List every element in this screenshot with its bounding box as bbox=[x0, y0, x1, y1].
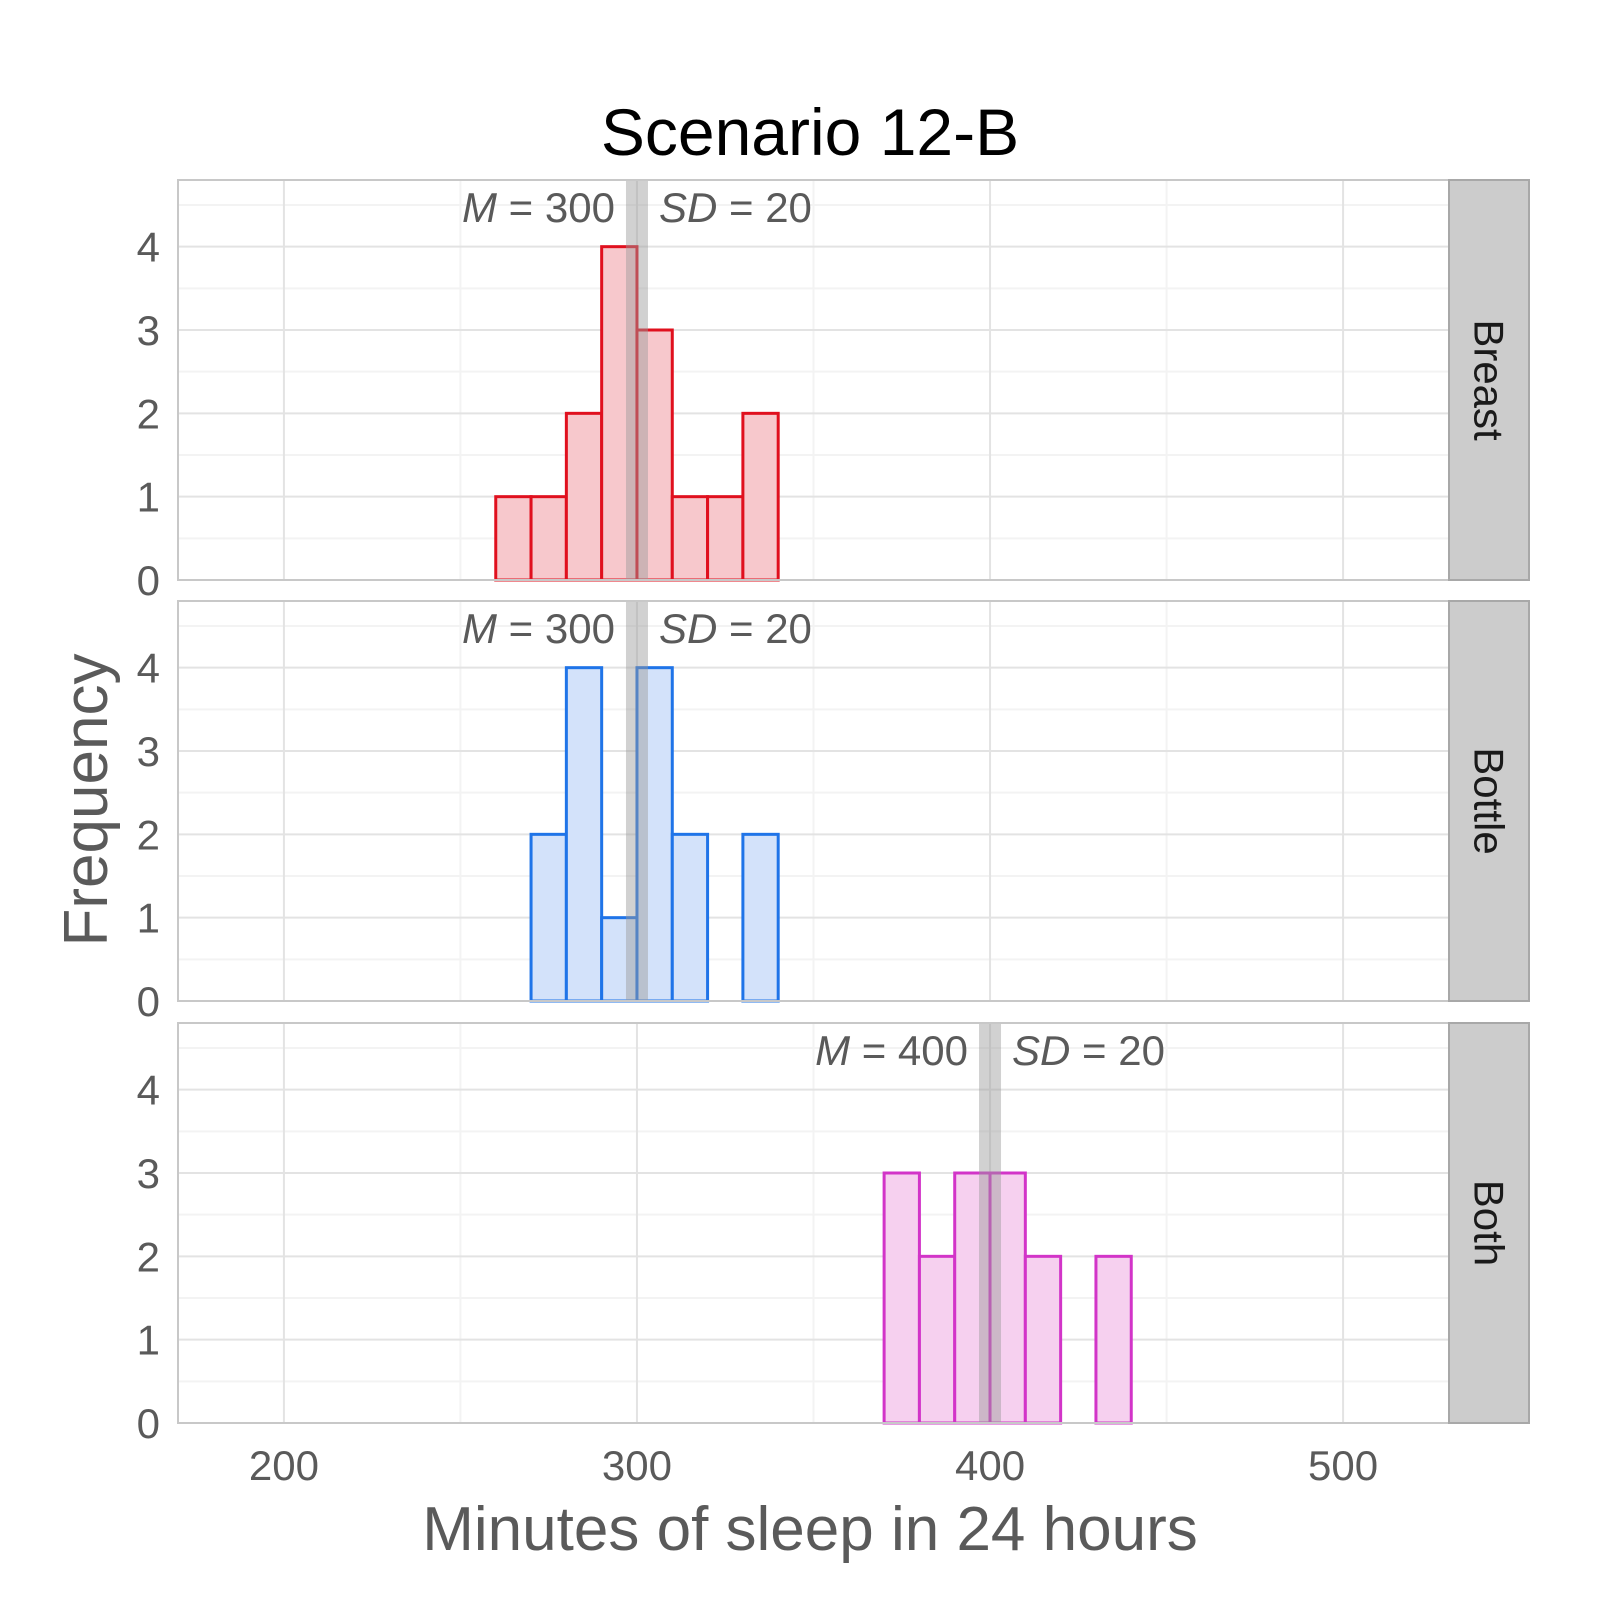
y-tick-label: 1 bbox=[137, 1317, 160, 1364]
mean-line bbox=[625, 180, 648, 580]
histogram-bar bbox=[494, 495, 533, 582]
facet-panel-bottle: Bottle 0 1 2 3 4 M = 300 SD = 20 bbox=[137, 600, 1530, 1025]
x-tick-label: 400 bbox=[955, 1442, 1025, 1489]
mean-line bbox=[625, 601, 648, 1001]
x-tick-label: 200 bbox=[249, 1442, 319, 1489]
mean-annotation: M = 400 bbox=[815, 1027, 968, 1074]
facet-panel-breast: Breast 0 1 2 3 4 M = 300 SD = 20 bbox=[137, 179, 1530, 604]
x-axis-title: Minutes of sleep in 24 hours bbox=[422, 1495, 1197, 1564]
y-tick-label: 1 bbox=[137, 895, 160, 942]
histogram-bar bbox=[1094, 1254, 1133, 1425]
histogram-bar bbox=[1023, 1254, 1063, 1425]
y-tick-label: 0 bbox=[137, 557, 160, 604]
mean-annotation: M = 300 bbox=[462, 605, 615, 652]
y-tick-label: 1 bbox=[137, 474, 160, 521]
sd-annotation: SD = 20 bbox=[659, 605, 812, 652]
facet-strip-label: Both bbox=[1466, 1180, 1513, 1266]
facet-panel-both: Both 0 1 2 3 4 M = 400 SD = 20 bbox=[137, 1022, 1530, 1447]
y-tick-label: 2 bbox=[137, 1233, 160, 1280]
histogram-bar bbox=[670, 495, 710, 582]
y-tick-label: 3 bbox=[137, 728, 160, 775]
facet-strip-label: Breast bbox=[1466, 319, 1513, 441]
y-tick-label: 4 bbox=[137, 645, 160, 692]
facet-strip-label: Bottle bbox=[1466, 747, 1513, 854]
histogram-bar bbox=[670, 832, 710, 1003]
histogram-bar bbox=[564, 411, 604, 582]
facets-layer: Breast 0 1 2 3 4 M = 300 SD = 20 Bottle 0 1 2 3 4 M = … bbox=[137, 179, 1530, 1447]
y-tick-label: 4 bbox=[137, 224, 160, 271]
y-tick-label: 0 bbox=[137, 978, 160, 1025]
histogram-bar bbox=[529, 832, 568, 1003]
y-tick-label: 4 bbox=[137, 1067, 160, 1114]
histogram-bar bbox=[741, 832, 780, 1003]
histogram-bar bbox=[741, 411, 780, 582]
y-axis-title: Frequency bbox=[52, 654, 121, 947]
histogram-bar bbox=[706, 495, 745, 582]
facet-strip bbox=[1448, 1022, 1530, 1424]
y-tick-label: 0 bbox=[137, 1400, 160, 1447]
sd-annotation: SD = 20 bbox=[659, 184, 812, 231]
histogram-bar bbox=[953, 1171, 992, 1425]
histogram-bar bbox=[529, 495, 568, 582]
histogram-bar bbox=[635, 328, 674, 582]
mean-annotation: M = 300 bbox=[462, 184, 615, 231]
histogram-bar bbox=[564, 666, 604, 1003]
x-tick-label: 300 bbox=[602, 1442, 672, 1489]
mean-line bbox=[979, 1023, 1002, 1423]
y-tick-label: 3 bbox=[137, 307, 160, 354]
x-tick-label: 500 bbox=[1308, 1442, 1378, 1489]
histogram-bar bbox=[917, 1254, 957, 1425]
y-tick-label: 2 bbox=[137, 390, 160, 437]
y-tick-label: 2 bbox=[137, 811, 160, 858]
sd-annotation: SD = 20 bbox=[1012, 1027, 1165, 1074]
facet-strip bbox=[1448, 600, 1530, 1002]
facet-strip bbox=[1448, 179, 1530, 581]
histogram-bar bbox=[882, 1171, 921, 1425]
chart-title: Scenario 12-B bbox=[601, 95, 1019, 169]
y-tick-label: 3 bbox=[137, 1150, 160, 1197]
x-axis-ticks: 200 300 400 500 bbox=[249, 1442, 1378, 1489]
